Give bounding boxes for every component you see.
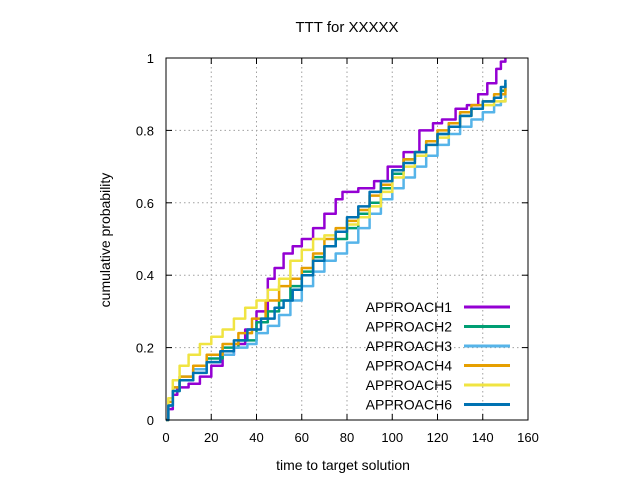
series-line-1 <box>166 58 507 422</box>
chart-title: TTT for XXXXX <box>295 19 398 36</box>
legend-label: APPROACH3 <box>366 338 453 354</box>
series-line-3 <box>166 94 507 422</box>
y-tick-label: 0.6 <box>136 196 154 211</box>
x-tick-label: 20 <box>204 430 218 445</box>
series-line-6 <box>166 79 507 422</box>
x-tick-label: 140 <box>472 430 494 445</box>
x-tick-label: 120 <box>427 430 449 445</box>
legend-label: APPROACH1 <box>366 299 453 315</box>
y-tick-label: 0.4 <box>136 268 154 283</box>
axis-ticks: 0 20 40 60 80 100 120 140 160 0 0.2 0.4 0.6 0.8 1 <box>136 51 539 445</box>
series-lines <box>166 58 507 422</box>
y-tick-label: 1 <box>147 51 154 66</box>
x-tick-label: 0 <box>162 430 169 445</box>
y-tick-label: 0 <box>147 413 154 428</box>
y-axis-label: cumulative probability <box>97 173 113 308</box>
legend-label: APPROACH2 <box>366 319 453 335</box>
y-tick-label: 0.8 <box>136 123 154 138</box>
x-tick-label: 60 <box>295 430 309 445</box>
x-axis-label: time to target solution <box>276 457 410 473</box>
legend-label: APPROACH4 <box>366 358 453 374</box>
legend-label: APPROACH6 <box>366 397 453 413</box>
x-tick-label: 160 <box>517 430 539 445</box>
x-tick-label: 40 <box>249 430 263 445</box>
series-line-4 <box>166 87 507 422</box>
x-tick-label: 80 <box>340 430 354 445</box>
legend-label: APPROACH5 <box>366 377 453 393</box>
x-tick-label: 100 <box>381 430 403 445</box>
y-tick-label: 0.2 <box>136 341 154 356</box>
legend: APPROACH1 APPROACH2 APPROACH3 APPROACH4 APPR… <box>366 299 510 413</box>
